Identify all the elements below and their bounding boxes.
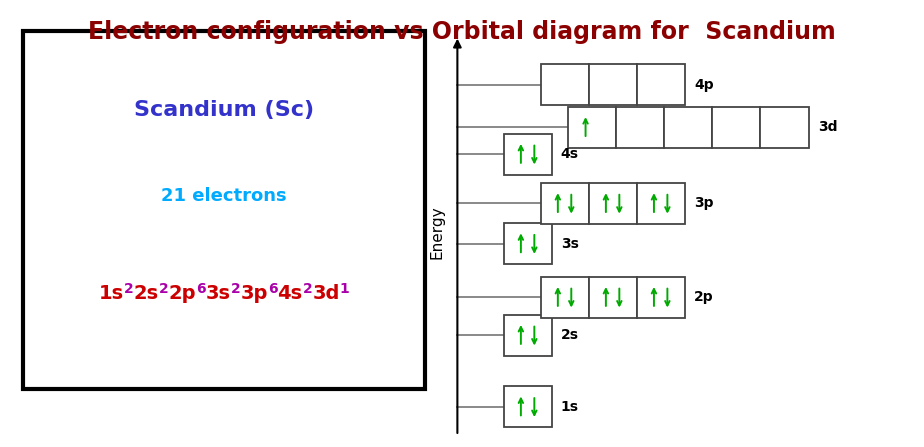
Text: 2s: 2s	[134, 284, 159, 304]
Bar	[589, 277, 637, 318]
Text: 3p: 3p	[694, 196, 713, 211]
Text: 6: 6	[268, 283, 277, 296]
Text: 3s: 3s	[206, 284, 231, 304]
Bar	[760, 107, 808, 148]
Text: 1s: 1s	[99, 284, 124, 304]
Text: 2s: 2s	[561, 328, 578, 342]
Bar	[589, 64, 637, 105]
Bar	[504, 386, 552, 427]
Bar	[504, 315, 552, 356]
Bar	[568, 107, 616, 148]
Text: 2: 2	[302, 283, 312, 296]
Text: 1s: 1s	[561, 400, 578, 414]
Text: 2: 2	[231, 283, 240, 296]
Text: 2p: 2p	[168, 284, 196, 304]
Bar	[504, 223, 552, 264]
Bar	[541, 64, 589, 105]
Bar	[504, 134, 552, 175]
Bar	[637, 183, 685, 224]
Text: Energy: Energy	[430, 206, 444, 259]
Bar	[23, 31, 425, 389]
Bar	[712, 107, 760, 148]
Bar	[616, 107, 664, 148]
Text: 3d: 3d	[818, 120, 837, 135]
Bar	[541, 277, 589, 318]
Bar	[637, 64, 685, 105]
Text: 3d: 3d	[312, 284, 340, 304]
Text: 3s: 3s	[561, 236, 578, 251]
Text: Electron configuration vs Orbital diagram for  Scandium: Electron configuration vs Orbital diagra…	[88, 20, 836, 44]
Bar	[541, 183, 589, 224]
Text: 6: 6	[196, 283, 206, 296]
Text: 3p: 3p	[240, 284, 268, 304]
Text: 1: 1	[340, 283, 349, 296]
Text: 2p: 2p	[694, 290, 713, 304]
Text: 4s: 4s	[277, 284, 302, 304]
Bar	[664, 107, 712, 148]
Bar	[589, 183, 637, 224]
Bar	[637, 277, 685, 318]
Text: 4p: 4p	[694, 78, 713, 92]
Text: 2: 2	[124, 283, 134, 296]
Text: 21 electrons: 21 electrons	[162, 187, 286, 205]
Text: 2: 2	[159, 283, 168, 296]
Text: 4s: 4s	[561, 147, 578, 161]
Text: Scandium (Sc): Scandium (Sc)	[134, 100, 314, 120]
